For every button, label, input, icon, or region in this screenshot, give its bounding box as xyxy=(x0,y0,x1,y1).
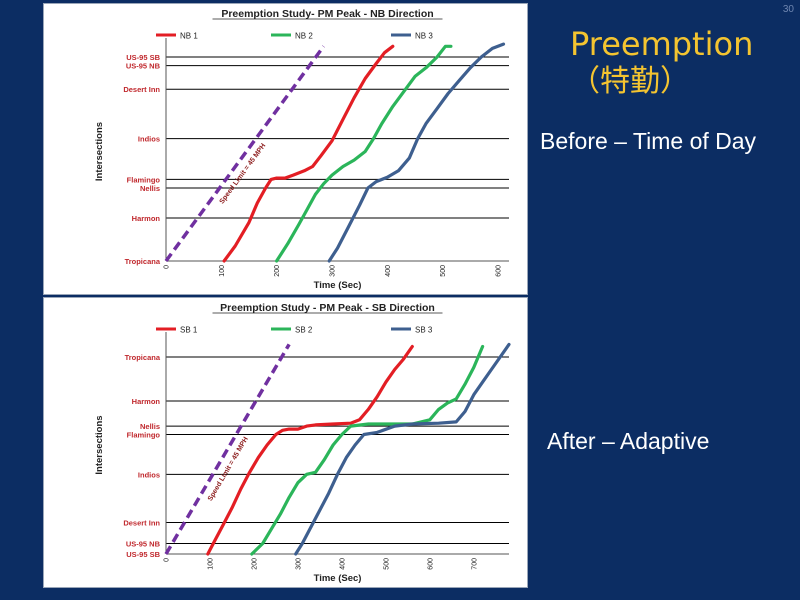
chart-nb-speed-limit-line xyxy=(164,45,326,263)
chart-sb-ytick-0: US-95 SB xyxy=(126,550,160,559)
label-after: After – Adaptive xyxy=(547,428,710,454)
chart-nb-series-nb-2 xyxy=(275,44,453,263)
chart-sb-ytick-1: US-95 NB xyxy=(126,540,161,549)
chart-sb-xlabel: Time (Sec) xyxy=(314,573,362,584)
chart-sb-ytick-3: Indios xyxy=(138,470,160,479)
chart-sb-series-sb-2 xyxy=(250,344,485,556)
chart-nb-series-nb-1 xyxy=(222,44,395,263)
chart-sb-ytick-5: Nellis xyxy=(140,422,160,431)
chart-nb-ytick-7: US-95 SB xyxy=(126,53,160,62)
chart-nb-ytick-4: Indios xyxy=(138,135,160,144)
chart-sb-xtick-4: 400 xyxy=(339,558,346,570)
chart-sb-svg: Preemption Study - PM Peak - SB Directio… xyxy=(94,302,511,584)
chart-sb-speed-limit-line xyxy=(164,343,291,555)
chart-nb-legend-label-0: NB 1 xyxy=(180,32,198,41)
chart-nb-ytick-2: Nellis xyxy=(140,184,160,193)
chart-nb-direction: Preemption Study- PM Peak - NB Direction… xyxy=(43,3,528,295)
chart-sb-xtick-1: 100 xyxy=(207,558,214,570)
chart-nb-xtick-5: 500 xyxy=(440,265,447,277)
chart-sb-series-sb-3 xyxy=(294,342,511,556)
chart-sb-xtick-7: 700 xyxy=(471,558,478,570)
chart-sb-annotation: Speed Limit = 45 MPH xyxy=(207,436,250,502)
label-before: Before – Time of Day xyxy=(540,128,757,154)
slide-number: 30 xyxy=(782,4,794,15)
chart-nb-xtick-4: 400 xyxy=(385,265,392,277)
chart-nb-ytick-3: Flamingo xyxy=(127,175,161,184)
chart-sb-series-sb-1 xyxy=(206,344,414,556)
chart-nb-xlabel: Time (Sec) xyxy=(314,280,362,291)
chart-sb-legend-label-2: SB 3 xyxy=(415,326,433,335)
title-subtitle: （特勤） xyxy=(570,63,690,99)
chart-sb-ytick-6: Harmon xyxy=(132,397,161,406)
chart-sb-xtick-5: 500 xyxy=(383,558,390,570)
chart-nb-ytick-1: Harmon xyxy=(132,214,161,223)
chart-nb-xtick-3: 300 xyxy=(329,265,336,277)
chart-sb-legend-label-0: SB 1 xyxy=(180,326,198,335)
title-main: Preemption xyxy=(570,25,754,63)
chart-sb-direction: Preemption Study - PM Peak - SB Directio… xyxy=(43,297,528,588)
chart-nb-legend-label-1: NB 2 xyxy=(295,32,313,41)
chart-sb-ytick-7: Tropicana xyxy=(125,353,161,362)
chart-sb-xtick-6: 600 xyxy=(427,558,434,570)
chart-nb-xtick-6: 600 xyxy=(495,265,502,277)
chart-nb-ytick-5: Desert Inn xyxy=(123,85,160,94)
chart-nb-legend-label-2: NB 3 xyxy=(415,32,433,41)
chart-sb-ylabel: Intersections xyxy=(94,415,105,474)
chart-sb-legend-label-1: SB 2 xyxy=(295,326,313,335)
chart-sb-ytick-2: Desert Inn xyxy=(123,519,160,528)
chart-nb-ytick-0: Tropicana xyxy=(125,257,161,266)
chart-nb-series-nb-3 xyxy=(327,42,506,263)
chart-nb-xtick-2: 200 xyxy=(274,265,281,277)
chart-sb-xtick-0: 0 xyxy=(164,558,171,562)
chart-nb-ytick-6: US-95 NB xyxy=(126,62,161,71)
chart-nb-xtick-1: 100 xyxy=(219,265,226,277)
chart-nb-svg: Preemption Study- PM Peak - NB Direction… xyxy=(94,8,509,291)
chart-nb-title: Preemption Study- PM Peak - NB Direction xyxy=(221,8,433,20)
chart-nb-xtick-0: 0 xyxy=(164,265,171,269)
slide-title: Preemption （特勤） xyxy=(570,25,754,99)
chart-sb-xtick-3: 300 xyxy=(295,558,302,570)
chart-sb-ytick-4: Flamingo xyxy=(127,431,161,440)
chart-sb-xtick-2: 200 xyxy=(251,558,258,570)
chart-sb-title: Preemption Study - PM Peak - SB Directio… xyxy=(220,302,435,314)
chart-nb-ylabel: Intersections xyxy=(94,122,105,181)
